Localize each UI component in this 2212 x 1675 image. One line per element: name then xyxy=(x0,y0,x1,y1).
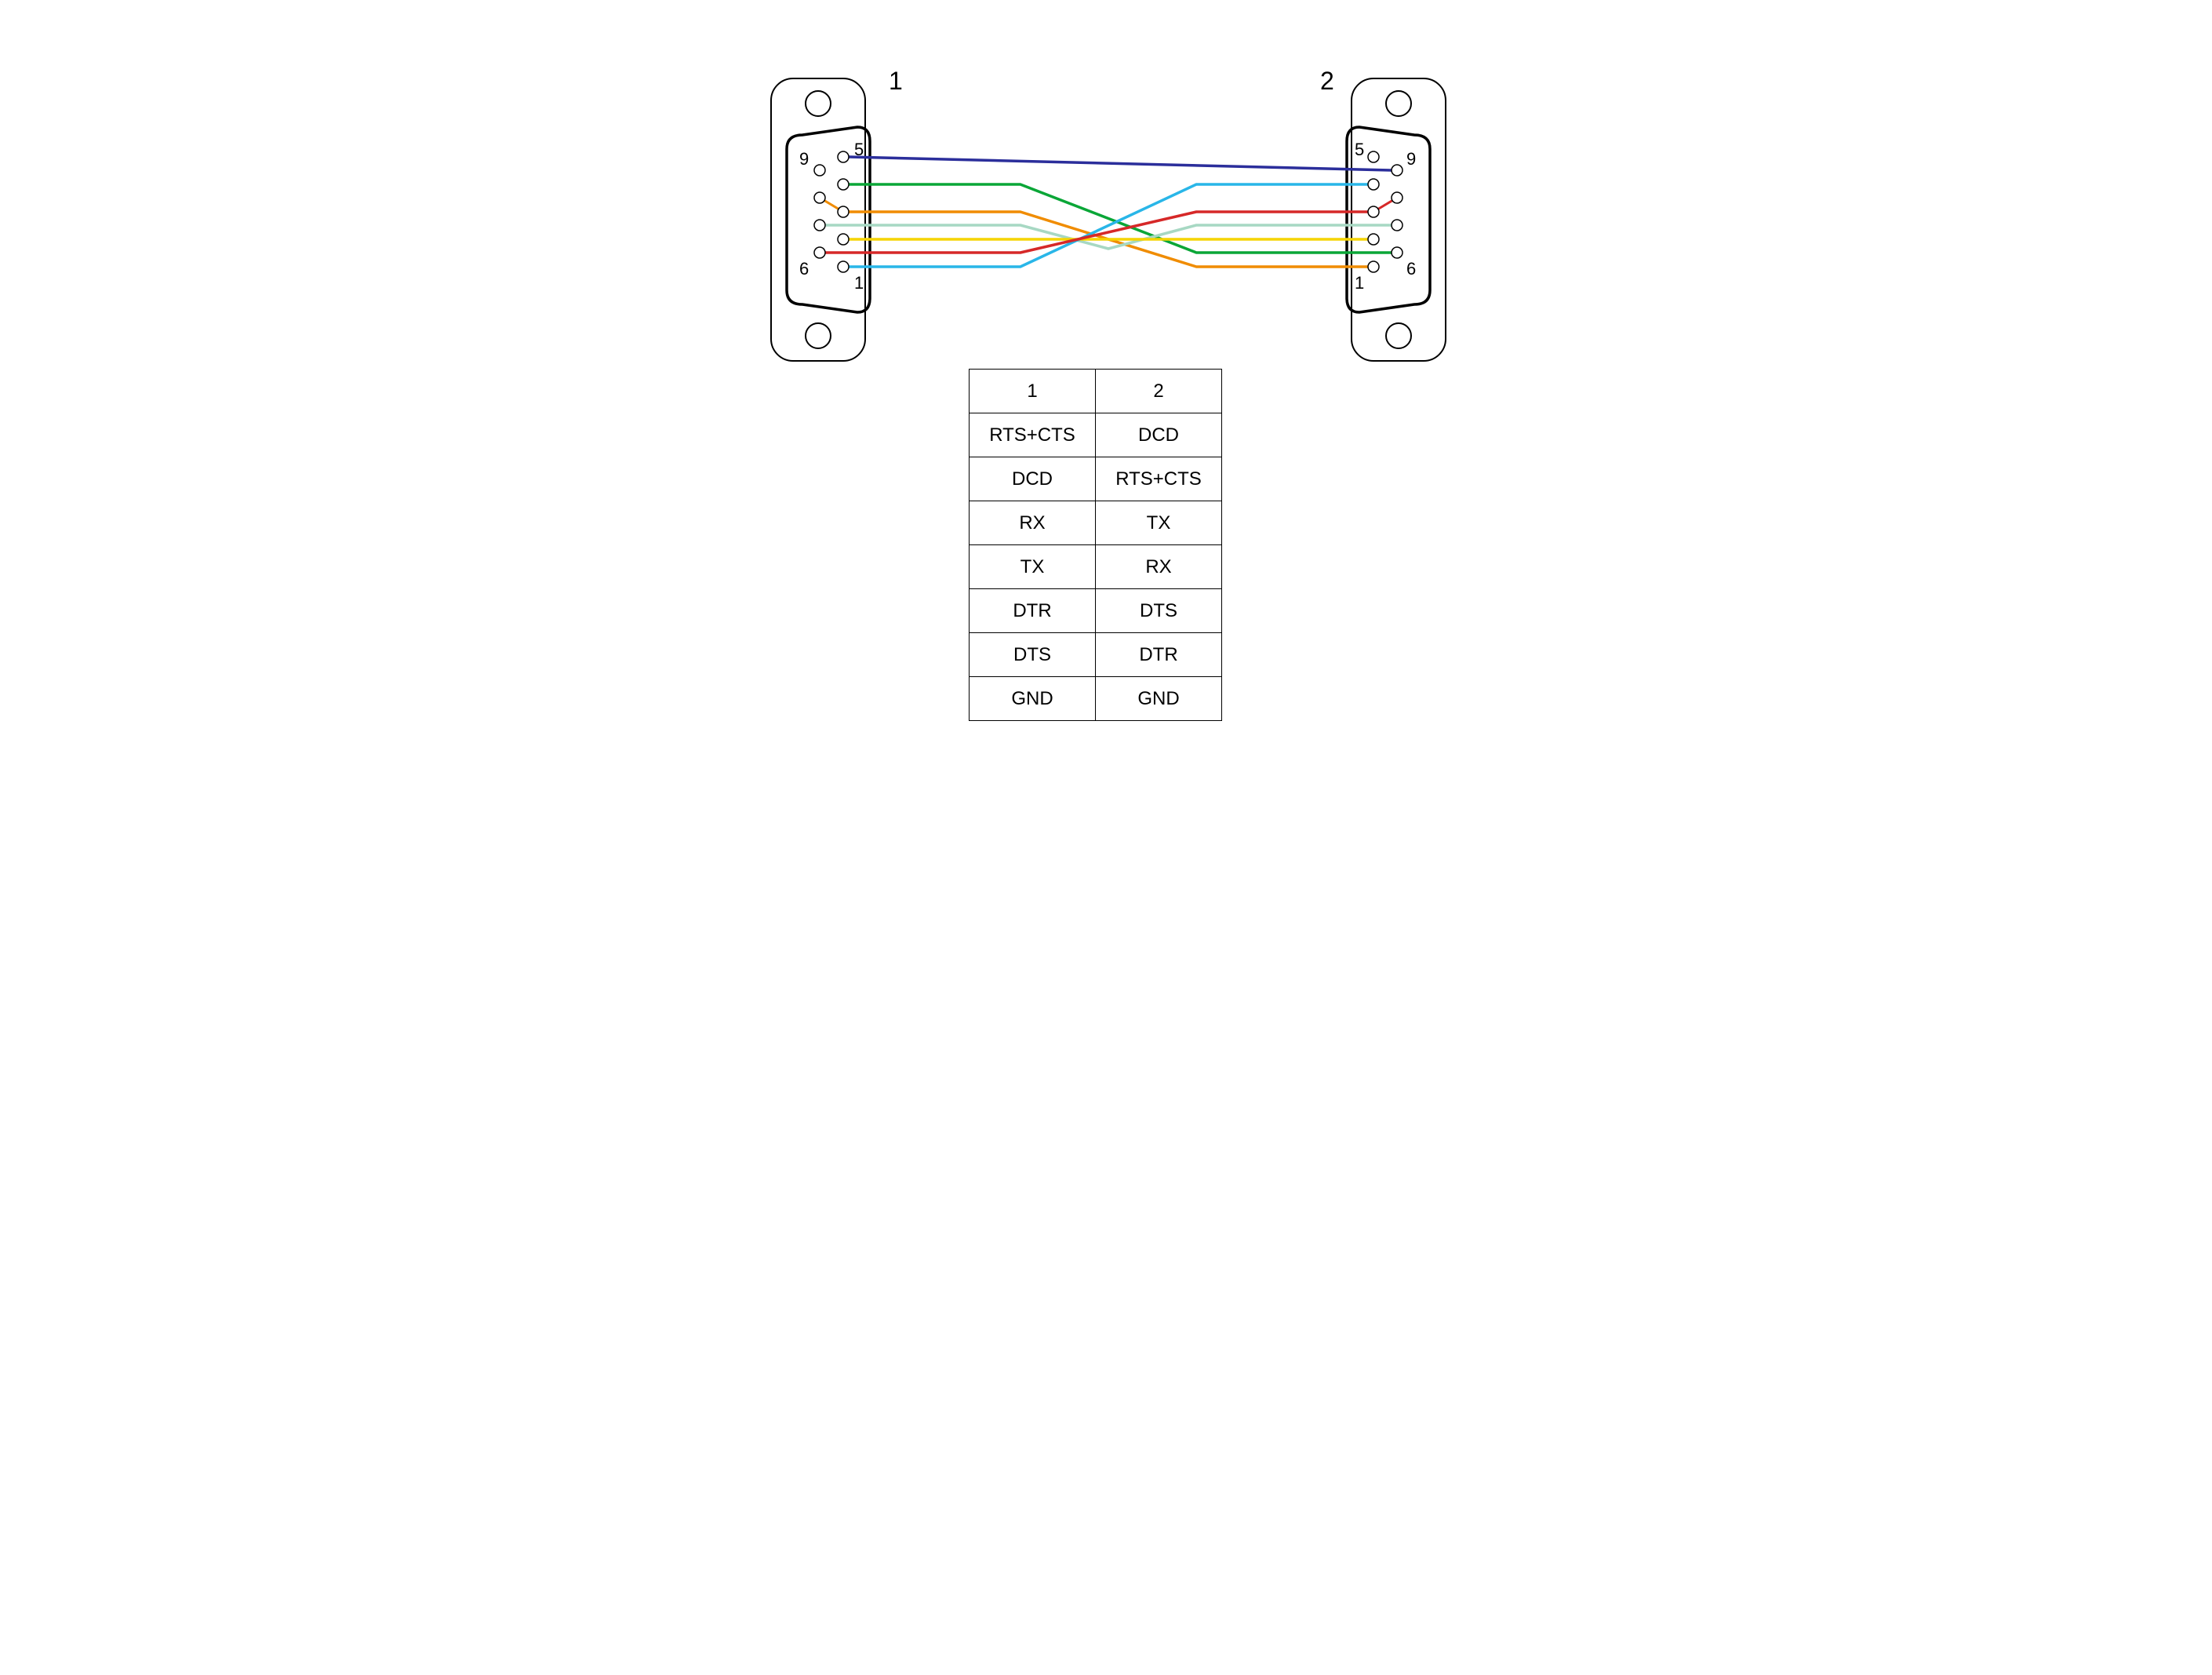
table-cell: RTS+CTS xyxy=(970,413,1096,457)
left-pin-6-label: 6 xyxy=(799,259,809,279)
table-cell: RTS+CTS xyxy=(1096,457,1222,501)
table-cell: DCD xyxy=(1096,413,1222,457)
table-cell: TX xyxy=(970,545,1096,589)
left-pin-1-label: 1 xyxy=(854,273,864,293)
pin xyxy=(814,165,825,176)
right-pin-9-label: 9 xyxy=(1406,149,1416,169)
table-cell: DTS xyxy=(1096,589,1222,633)
pin xyxy=(1368,179,1379,190)
pin xyxy=(1392,247,1403,258)
table-cell: RX xyxy=(1096,545,1222,589)
pin xyxy=(838,151,849,162)
table-cell: RX xyxy=(970,501,1096,545)
diagram-canvas: 1 2 5 9 1 6 5 9 1 6 12RTS+CTSDCDDCDRTS+C… xyxy=(614,0,1598,745)
wire xyxy=(843,157,1397,170)
pin xyxy=(838,261,849,272)
pin xyxy=(1368,151,1379,162)
pin xyxy=(1368,206,1379,217)
pin xyxy=(838,206,849,217)
pin xyxy=(1368,261,1379,272)
table-cell: TX xyxy=(1096,501,1222,545)
pin xyxy=(814,220,825,231)
connector-1-label: 1 xyxy=(889,67,903,96)
pinout-table: 12RTS+CTSDCDDCDRTS+CTSRXTXTXRXDTRDTSDTSD… xyxy=(969,369,1222,721)
table-cell: 1 xyxy=(970,370,1096,413)
table-cell: GND xyxy=(1096,677,1222,721)
right-pin-5-label: 5 xyxy=(1355,140,1364,160)
right-pin-1-label: 1 xyxy=(1355,273,1364,293)
pin xyxy=(838,179,849,190)
pin xyxy=(1392,192,1403,203)
pin xyxy=(1392,165,1403,176)
pin xyxy=(838,234,849,245)
wire xyxy=(820,225,1397,249)
right-pin-6-label: 6 xyxy=(1406,259,1416,279)
pin xyxy=(1392,220,1403,231)
table-cell: 2 xyxy=(1096,370,1222,413)
table-cell: DTR xyxy=(970,589,1096,633)
table-cell: DCD xyxy=(970,457,1096,501)
table-cell: GND xyxy=(970,677,1096,721)
pin xyxy=(814,192,825,203)
left-pin-9-label: 9 xyxy=(799,149,809,169)
pin xyxy=(1368,234,1379,245)
table-cell: DTR xyxy=(1096,633,1222,677)
connector-2-label: 2 xyxy=(1320,67,1334,96)
table-cell: DTS xyxy=(970,633,1096,677)
left-pin-5-label: 5 xyxy=(854,140,864,160)
pin xyxy=(814,247,825,258)
